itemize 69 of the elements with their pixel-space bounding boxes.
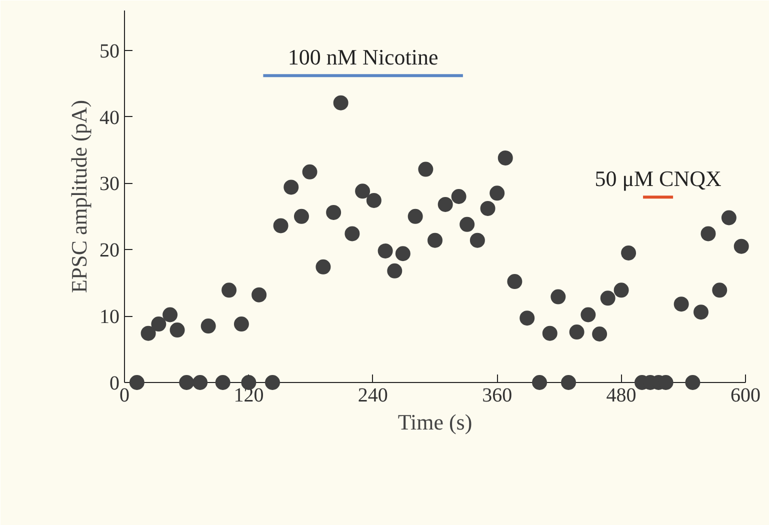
point [265,375,280,390]
point [580,307,596,322]
point [712,282,728,298]
x-tick-label: 360 [482,384,512,406]
point [542,326,558,341]
point [438,196,453,212]
point [302,164,318,180]
y-tick-label: 10 [100,306,120,328]
point [685,375,700,390]
point [395,246,410,262]
point [550,289,566,304]
x-tick-label: 240 [358,384,388,406]
point [520,310,535,326]
point [614,282,629,298]
point [366,193,382,208]
point [507,274,522,290]
point [498,150,513,166]
point [561,375,576,390]
x-axis-title: Time (s) [398,410,472,434]
point [490,186,505,201]
point [418,162,434,177]
point [200,318,216,334]
point [294,208,309,224]
point [734,238,749,254]
point [222,282,237,298]
point [179,375,194,390]
point [129,375,144,390]
annotation: 100 nM Nicotine [288,44,438,70]
point [428,232,442,248]
point [460,216,475,232]
point [326,204,342,220]
point [387,263,402,278]
point [700,226,716,242]
point [273,218,288,234]
point [284,180,299,195]
point [333,95,348,110]
y-axis-title: EPSC amplitude (pA) [66,100,92,294]
point [140,326,156,341]
y-tick-label: 20 [100,240,120,262]
point [344,226,360,242]
point [470,232,485,248]
point [621,245,636,260]
point [674,296,689,312]
annotation: 50 μM CNQX [594,166,722,192]
y-tick-label: 40 [100,106,120,129]
y-tick-label: 50 [100,40,120,62]
point [592,326,608,342]
point [170,322,185,338]
point [480,200,496,216]
x-tick-label: 480 [606,384,636,406]
point [532,375,548,390]
x-tick-label: 600 [730,384,760,406]
point [355,184,370,199]
point [569,324,584,340]
point [151,316,166,332]
point [192,375,208,390]
point [378,243,393,258]
point [316,259,331,274]
point [693,304,708,320]
point [721,210,736,226]
point [451,189,466,204]
point [215,375,230,390]
point [162,307,178,322]
point [600,290,616,306]
x-tick-label: 120 [234,384,264,406]
point [252,287,267,302]
point [408,208,423,224]
point [234,316,249,332]
y-tick-label: 30 [100,173,120,196]
